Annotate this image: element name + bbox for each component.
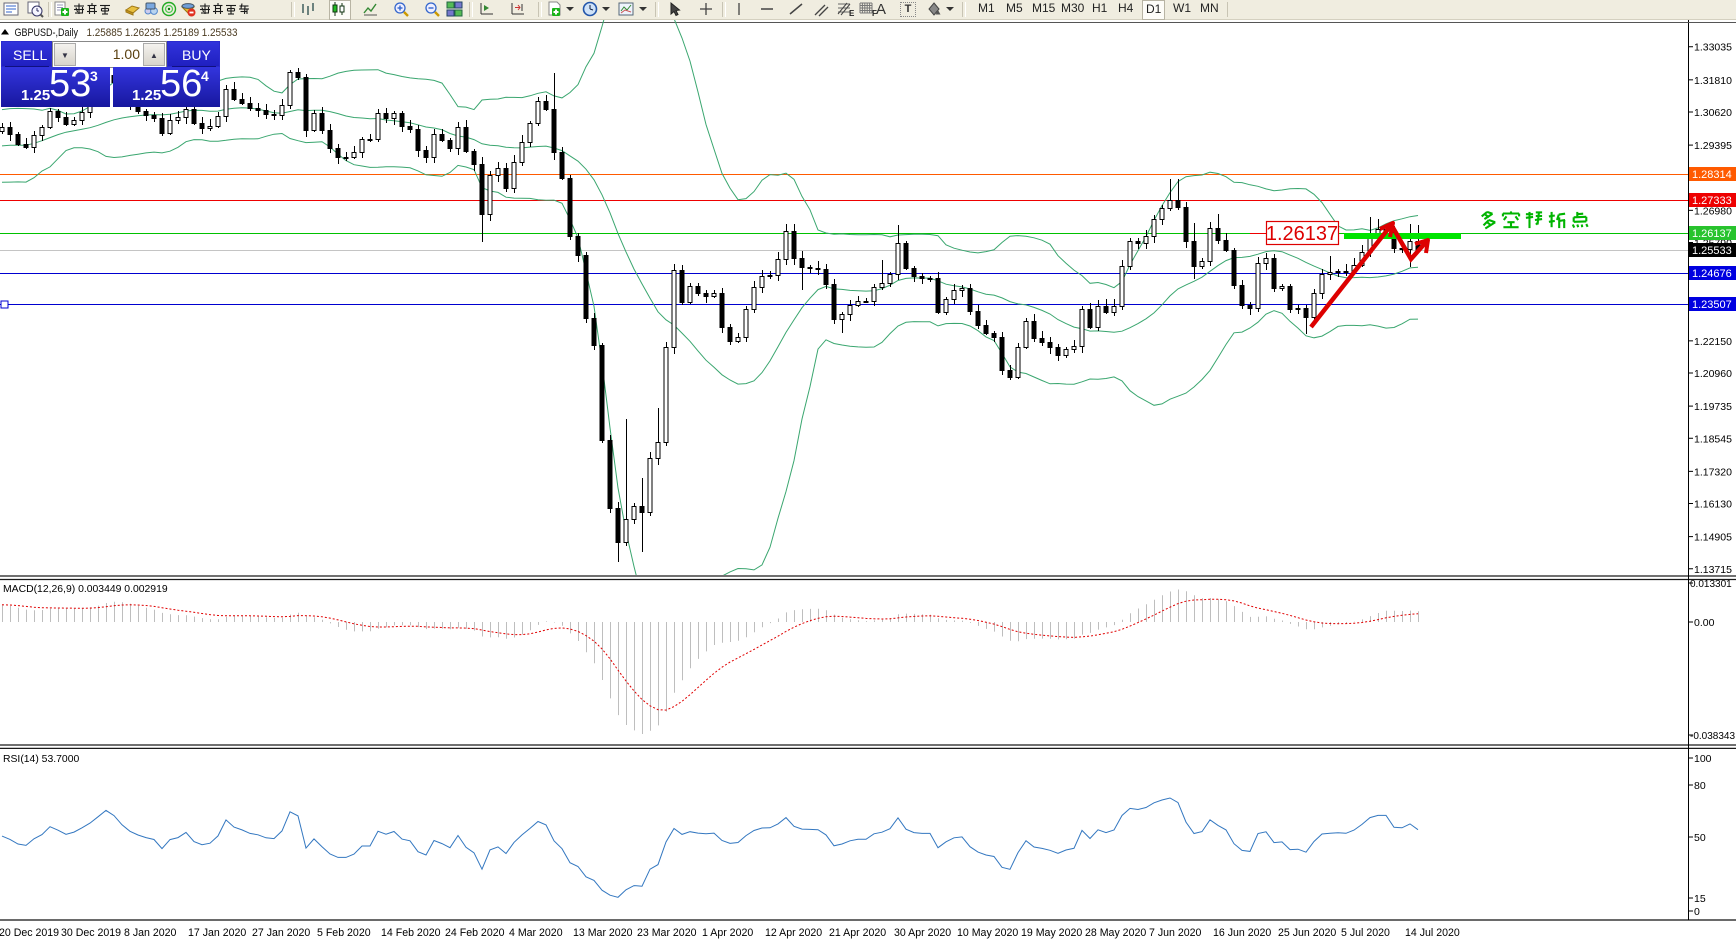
svg-text:15: 15	[1694, 893, 1706, 905]
svg-text:24 Feb 2020: 24 Feb 2020	[445, 927, 505, 939]
svg-text:28 May 2020: 28 May 2020	[1085, 927, 1146, 939]
svg-text:0: 0	[1694, 906, 1700, 918]
svg-text:1.19735: 1.19735	[1694, 401, 1732, 413]
svg-text:5 Jul 2020: 5 Jul 2020	[1341, 927, 1390, 939]
svg-text:23 Mar 2020: 23 Mar 2020	[637, 927, 697, 939]
svg-text:17 Jan 2020: 17 Jan 2020	[188, 927, 246, 939]
svg-text:7 Jun 2020: 7 Jun 2020	[1149, 927, 1202, 939]
svg-text:20 Dec 2019: 20 Dec 2019	[0, 927, 59, 939]
svg-text:50: 50	[1694, 832, 1706, 844]
svg-text:1 Apr 2020: 1 Apr 2020	[702, 927, 753, 939]
svg-text:1.26980: 1.26980	[1694, 205, 1732, 217]
svg-text:1.24676: 1.24676	[1692, 268, 1732, 280]
svg-text:1.14905: 1.14905	[1694, 532, 1732, 544]
svg-text:14 Jul 2020: 14 Jul 2020	[1405, 927, 1460, 939]
svg-text:80: 80	[1694, 780, 1706, 792]
svg-text:30 Apr 2020: 30 Apr 2020	[894, 927, 951, 939]
svg-text:1.28314: 1.28314	[1692, 169, 1732, 181]
svg-text:RSI(14) 53.7000: RSI(14) 53.7000	[3, 754, 79, 765]
svg-text:16 Jun 2020: 16 Jun 2020	[1213, 927, 1271, 939]
svg-text:19 May 2020: 19 May 2020	[1021, 927, 1082, 939]
svg-text:1.23507: 1.23507	[1692, 299, 1732, 311]
svg-text:1.33035: 1.33035	[1694, 42, 1732, 54]
svg-text:27 Jan 2020: 27 Jan 2020	[252, 927, 310, 939]
svg-text:13 Mar 2020: 13 Mar 2020	[573, 927, 633, 939]
svg-text:1.27333: 1.27333	[1692, 195, 1732, 207]
svg-text:1.29395: 1.29395	[1694, 140, 1732, 152]
svg-text:4 Mar 2020: 4 Mar 2020	[509, 927, 563, 939]
svg-text:10 May 2020: 10 May 2020	[957, 927, 1018, 939]
svg-text:1.17320: 1.17320	[1694, 466, 1732, 478]
svg-text:MACD(12,26,9) 0.003449 0.00291: MACD(12,26,9) 0.003449 0.002919	[3, 584, 168, 595]
svg-text:14 Feb 2020: 14 Feb 2020	[381, 927, 441, 939]
svg-text:1.18545: 1.18545	[1694, 433, 1732, 445]
svg-text:100: 100	[1694, 753, 1712, 765]
svg-text:1.31810: 1.31810	[1694, 75, 1732, 87]
svg-text:12 Apr 2020: 12 Apr 2020	[765, 927, 822, 939]
svg-text:-0.038343: -0.038343	[1690, 731, 1735, 742]
svg-text:5 Feb 2020: 5 Feb 2020	[317, 927, 371, 939]
svg-text:0.013301: 0.013301	[1690, 579, 1732, 590]
svg-text:1.20960: 1.20960	[1694, 368, 1732, 380]
svg-text:8 Jan 2020: 8 Jan 2020	[124, 927, 177, 939]
svg-text:1.26137: 1.26137	[1266, 223, 1338, 245]
svg-text:1.22150: 1.22150	[1694, 336, 1732, 348]
svg-text:1.16130: 1.16130	[1694, 499, 1732, 511]
svg-text:1.30620: 1.30620	[1694, 107, 1732, 119]
svg-text:1.25885 1.26235 1.25189 1.2553: 1.25885 1.26235 1.25189 1.25533	[87, 27, 238, 39]
svg-text:0.00: 0.00	[1694, 617, 1715, 629]
svg-text:GBPUSD-,Daily: GBPUSD-,Daily	[15, 27, 79, 39]
svg-text:1.25533: 1.25533	[1692, 245, 1732, 257]
svg-text:25 Jun 2020: 25 Jun 2020	[1278, 927, 1336, 939]
svg-text:1.13715: 1.13715	[1694, 564, 1732, 576]
svg-text:21 Apr 2020: 21 Apr 2020	[829, 927, 886, 939]
svg-text:1.26137: 1.26137	[1692, 228, 1732, 240]
svg-text:30 Dec 2019: 30 Dec 2019	[61, 927, 121, 939]
